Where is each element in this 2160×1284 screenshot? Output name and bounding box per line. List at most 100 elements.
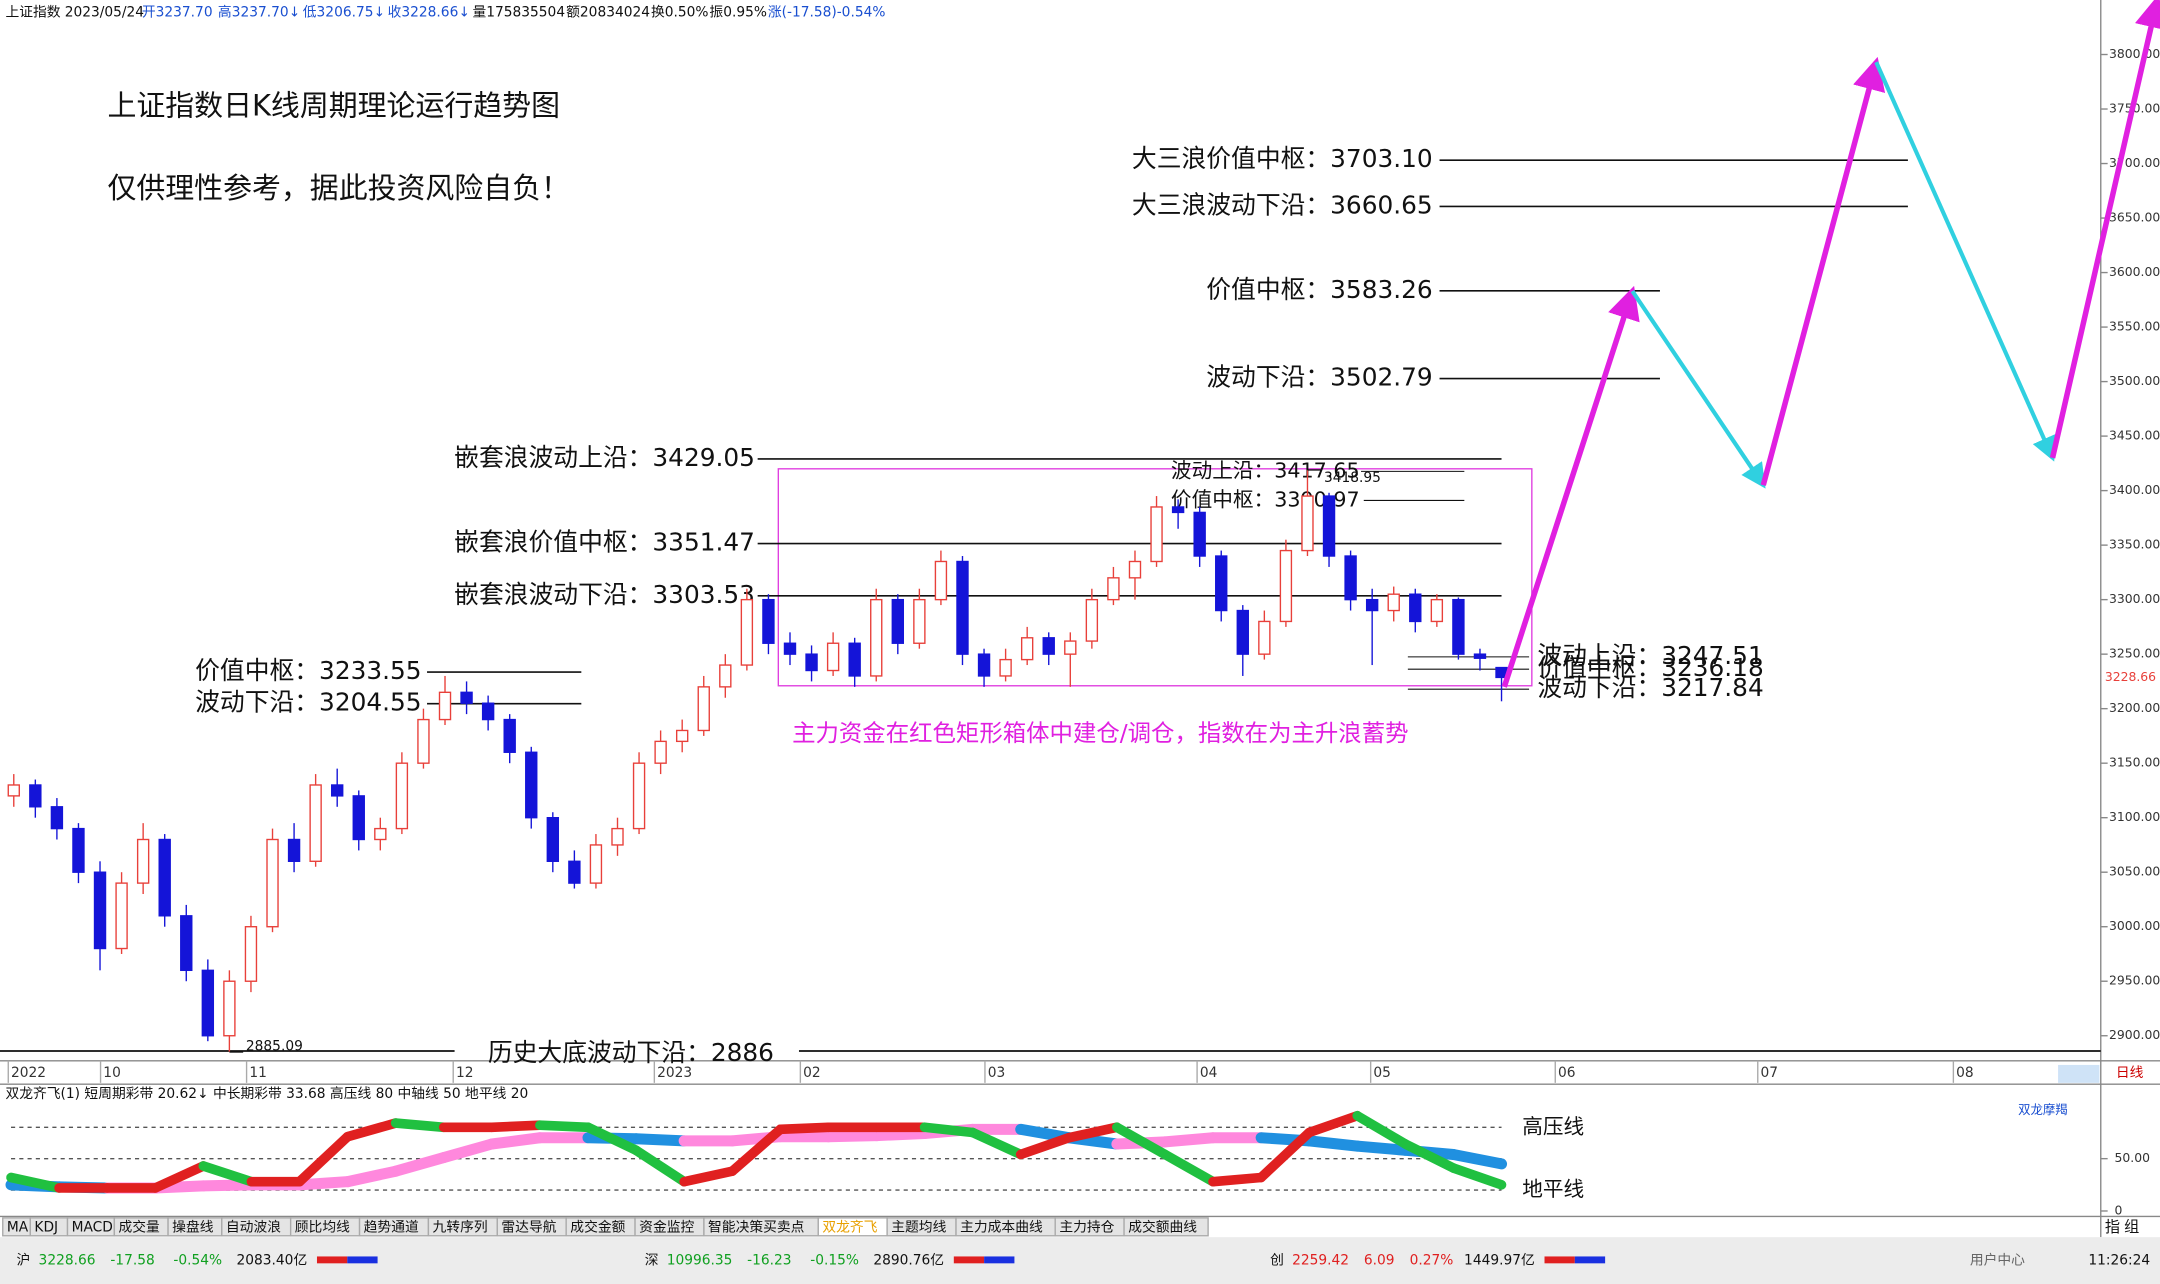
y-tick-label: 3400.00 [2109, 482, 2160, 497]
period-tab[interactable] [2058, 1064, 2100, 1083]
ribbon-segment [198, 1161, 257, 1187]
ribbon-segment [919, 1122, 978, 1138]
candle-body [956, 560, 969, 655]
ribbon-segment [535, 1120, 593, 1133]
corner-button[interactable]: 指 [2105, 1218, 2120, 1236]
tab-label[interactable]: 主题均线 [891, 1220, 946, 1236]
tab-label[interactable]: 趋势通道 [364, 1220, 419, 1236]
candle-body [266, 838, 279, 928]
candle-body [1107, 577, 1120, 601]
ribbon-segment [293, 1176, 354, 1191]
candle-body [525, 751, 538, 819]
level-label: 大三浪价值中枢：3703.10 [1132, 144, 1433, 173]
header-field: 额20834024 [566, 4, 650, 20]
candle-body [1365, 598, 1379, 612]
projection-arrow [2049, 0, 2160, 459]
ribbon-segment [487, 1120, 545, 1133]
tab-label[interactable]: 顾比均线 [295, 1220, 350, 1236]
y-tick-label: 3100.00 [2109, 809, 2160, 824]
level-label: 嵌套浪波动上沿：3429.05 [454, 443, 755, 472]
ribbon-segment [1400, 1139, 1459, 1173]
status-field: 10996.35 [667, 1253, 733, 1269]
header-field: 收3228.66↓ [388, 4, 470, 20]
candle-body [309, 784, 322, 862]
ribbon-segment [1063, 1122, 1122, 1143]
candle-body [331, 784, 344, 797]
candle-body [417, 718, 430, 764]
corner-button[interactable]: 组 [2124, 1218, 2139, 1236]
tab-label[interactable]: MACD [72, 1220, 113, 1236]
clock: 11:26:24 [2088, 1253, 2150, 1269]
subtitle: 仅供理性参考，据此投资风险自负！ [107, 171, 569, 205]
candle-body [93, 871, 107, 950]
tab-label[interactable]: 资金监控 [639, 1220, 694, 1236]
status-bar-mark [316, 1256, 348, 1264]
candle-body [1452, 598, 1465, 655]
user-center[interactable]: 用户中心 [1970, 1252, 2025, 1269]
tab-label[interactable]: MA [7, 1220, 29, 1236]
candle-body [50, 806, 64, 830]
y-tick-label: 3650.00 [2109, 210, 2160, 225]
x-tick-label: 05 [1373, 1065, 1391, 1081]
ribbon-segment [1351, 1140, 1411, 1156]
period-label[interactable]: 日线 [2116, 1065, 2144, 1081]
ribbon-segment [1303, 1135, 1363, 1152]
ribbon-segment [583, 1122, 641, 1156]
level-label: 嵌套浪价值中枢：3351.47 [454, 528, 755, 557]
tab[interactable] [1123, 1217, 1209, 1237]
x-tick-label: 11 [249, 1065, 267, 1081]
candle-body [438, 691, 452, 721]
note: 主力资金在红色矩形箱体中建仓/调仓，指数在为主升浪蓄势 [792, 719, 1408, 747]
x-tick-label: 12 [456, 1065, 474, 1081]
ribbon-segment [294, 1131, 353, 1187]
candle-body [1064, 640, 1077, 655]
ribbon-segment [775, 1122, 834, 1135]
tab-label[interactable]: 雷达导航 [501, 1220, 556, 1236]
header-date: 2023/05/24 [65, 4, 144, 20]
candle-body [697, 686, 710, 732]
ribbon-segment [1352, 1110, 1411, 1149]
candle-body [913, 598, 926, 644]
x-tick-label: 06 [1558, 1065, 1576, 1081]
tab-label[interactable]: 成交金额 [570, 1219, 625, 1236]
status-field: 3228.66 [39, 1253, 96, 1269]
level-label: 波动上沿：3417.65 [1171, 458, 1360, 482]
level-label: 波动下沿：3217.84 [1537, 673, 1763, 702]
ribbon-segment [870, 1128, 931, 1142]
tab-label[interactable]: 主力持仓 [1059, 1220, 1114, 1236]
ribbon-segment [1015, 1132, 1074, 1160]
tab-label[interactable]: 主力成本曲线 [960, 1220, 1043, 1236]
tab-label[interactable]: 操盘线 [172, 1219, 214, 1236]
level-label: 嵌套浪波动下沿：3303.53 [454, 580, 755, 609]
candle-body [395, 762, 409, 830]
y-tick-label: 50.00 [2115, 1150, 2151, 1165]
candle-body [1085, 598, 1099, 642]
candle-body [352, 795, 365, 841]
projection-arrow [1760, 56, 1886, 486]
level-label: 波动下沿：3204.55 [195, 688, 421, 717]
ribbon-segment [1159, 1132, 1219, 1148]
tab-label[interactable]: 自动波浪 [226, 1220, 281, 1236]
level-label: 价值中枢：3583.26 [1206, 275, 1432, 304]
status-bar-mark [1544, 1256, 1575, 1264]
tab-label[interactable]: 双龙齐飞 [822, 1220, 877, 1236]
tab-label[interactable]: 九转序列 [433, 1220, 488, 1236]
ribbon-segment [822, 1130, 882, 1143]
candle-body [589, 844, 603, 884]
candle-body [870, 598, 883, 677]
ribbon-segment [150, 1161, 209, 1193]
status-bar-mark [1574, 1256, 1606, 1264]
level-label: 历史大底波动下沿：2886 [488, 1038, 774, 1067]
tab-label[interactable]: 成交额曲线 [1128, 1219, 1197, 1236]
tab-label[interactable]: 智能决策买卖点 [708, 1219, 805, 1236]
y-tick-label: 3300.00 [2109, 591, 2160, 606]
tab-label[interactable]: KDJ [34, 1220, 58, 1236]
candle-body [1387, 593, 1400, 612]
y-tick-label: 2950.00 [2109, 973, 2160, 988]
projection-arrow [1501, 285, 1640, 688]
candle-body [1430, 598, 1444, 623]
ribbon-segment [727, 1124, 786, 1177]
tab-label[interactable]: 成交量 [118, 1219, 160, 1236]
candle-body [201, 969, 215, 1037]
ribbon-segment [390, 1118, 449, 1133]
